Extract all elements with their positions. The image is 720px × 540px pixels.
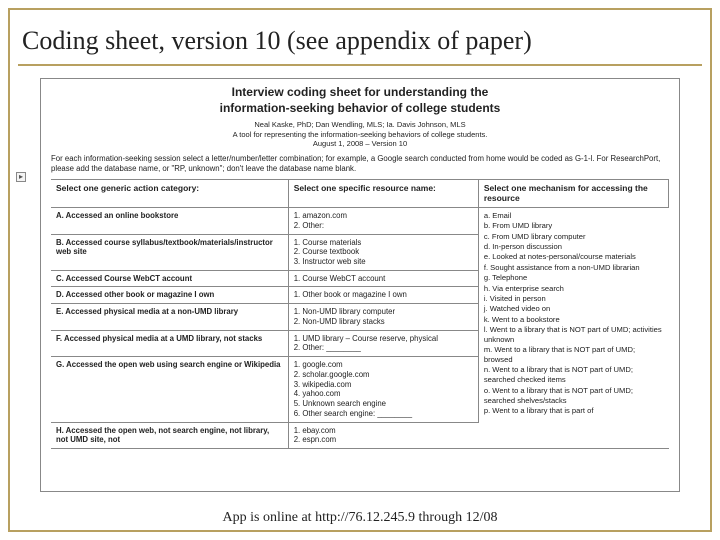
document-preview: Interview coding sheet for understanding… bbox=[40, 78, 680, 492]
byline-3: August 1, 2008 – Version 10 bbox=[313, 139, 407, 148]
byline-2: A tool for representing the information-… bbox=[233, 130, 488, 139]
doc-byline: Neal Kaske, PhD; Dan Wendling, MLS; Ia. … bbox=[51, 120, 669, 148]
mechanism-item: i. Visited in person bbox=[484, 294, 664, 304]
doc-heading: Interview coding sheet for understanding… bbox=[51, 85, 669, 116]
mechanism-item: f. Sought assistance from a non-UMD libr… bbox=[484, 263, 664, 273]
table-row: H. Accessed the open web, not search eng… bbox=[51, 423, 289, 449]
resource-cell: 1. ebay.com 2. espn.com bbox=[289, 423, 479, 449]
category-label: F. Accessed physical media at a UMD libr… bbox=[56, 334, 262, 343]
table-row: F. Accessed physical media at a UMD libr… bbox=[51, 331, 289, 357]
category-label: G. Accessed the open web using search en… bbox=[56, 360, 281, 369]
byline-1: Neal Kaske, PhD; Dan Wendling, MLS; Ia. … bbox=[254, 120, 465, 129]
category-label: C. Accessed Course WebCT account bbox=[56, 274, 192, 283]
title-bar: Coding sheet, version 10 (see appendix o… bbox=[18, 18, 702, 66]
mechanism-item: b. From UMD library bbox=[484, 221, 664, 231]
pager-handle[interactable]: ▸ bbox=[16, 172, 26, 182]
mechanism-item: m. Went to a library that is NOT part of… bbox=[484, 345, 664, 365]
table-row: B. Accessed course syllabus/textbook/mat… bbox=[51, 235, 289, 271]
category-label: H. Accessed the open web, not search eng… bbox=[56, 426, 269, 445]
doc-instructions: For each information-seeking session sel… bbox=[51, 154, 669, 173]
mechanism-item: n. Went to a library that is NOT part of… bbox=[484, 365, 664, 385]
mechanism-item: h. Via enterprise search bbox=[484, 284, 664, 294]
mechanism-item: k. Went to a bookstore bbox=[484, 315, 664, 325]
mechanism-item: j. Watched video on bbox=[484, 304, 664, 314]
table-row: E. Accessed physical media at a non-UMD … bbox=[51, 304, 289, 330]
slide-title: Coding sheet, version 10 (see appendix o… bbox=[22, 26, 532, 56]
category-label: A. Accessed an online bookstore bbox=[56, 211, 178, 220]
col1-header: Select one generic action category: bbox=[51, 180, 289, 208]
mechanism-item: d. In-person discussion bbox=[484, 242, 664, 252]
resource-cell: 1. Course WebCT account bbox=[289, 271, 479, 288]
col3-header: Select one mechanism for accessing the r… bbox=[479, 180, 669, 208]
table-row: A. Accessed an online bookstore bbox=[51, 208, 289, 234]
resource-cell: 1. google.com 2. scholar.google.com 3. w… bbox=[289, 357, 479, 422]
mechanism-item: e. Looked at notes-personal/course mater… bbox=[484, 252, 664, 262]
col2-header: Select one specific resource name: bbox=[289, 180, 479, 208]
category-label: B. Accessed course syllabus/textbook/mat… bbox=[56, 238, 273, 257]
table-row: G. Accessed the open web using search en… bbox=[51, 357, 289, 422]
resource-cell: 1. Non-UMD library computer 2. Non-UMD l… bbox=[289, 304, 479, 330]
resource-cell: 1. Course materials 2. Course textbook 3… bbox=[289, 235, 479, 271]
footer-note: App is online at http://76.12.245.9 thro… bbox=[0, 510, 720, 526]
coding-table: Select one generic action category: Sele… bbox=[51, 179, 669, 449]
category-label: D. Accessed other book or magazine I own bbox=[56, 290, 214, 299]
mechanism-item: a. Email bbox=[484, 211, 664, 221]
mechanism-item: p. Went to a library that is part of bbox=[484, 406, 664, 416]
mechanism-column: a. Emailb. From UMD libraryc. From UMD l… bbox=[479, 208, 669, 449]
mechanism-item: l. Went to a library that is NOT part of… bbox=[484, 325, 664, 345]
doc-heading-line1: Interview coding sheet for understanding… bbox=[232, 85, 489, 99]
table-row: D. Accessed other book or magazine I own bbox=[51, 287, 289, 304]
resource-cell: 1. UMD library – Course reserve, physica… bbox=[289, 331, 479, 357]
resource-cell: 1. Other book or magazine I own bbox=[289, 287, 479, 304]
category-label: E. Accessed physical media at a non-UMD … bbox=[56, 307, 238, 316]
table-row: C. Accessed Course WebCT account bbox=[51, 271, 289, 288]
mechanism-item: c. From UMD library computer bbox=[484, 232, 664, 242]
mechanism-item: o. Went to a library that is NOT part of… bbox=[484, 386, 664, 406]
resource-cell: 1. amazon.com 2. Other: bbox=[289, 208, 479, 234]
doc-heading-line2: information-seeking behavior of college … bbox=[220, 101, 501, 115]
mechanism-item: g. Telephone bbox=[484, 273, 664, 283]
